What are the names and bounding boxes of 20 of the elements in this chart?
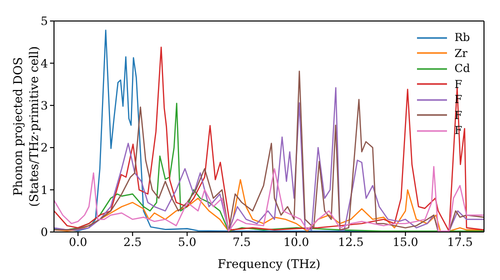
x-axis-title: Frequency (THz): [218, 257, 320, 271]
legend-label: Cd: [454, 61, 470, 76]
y-tick-label: 4: [40, 56, 48, 70]
x-tick-label: 2.5: [123, 235, 142, 250]
y-tick-label: 1: [40, 182, 48, 197]
x-tick-label: 0.0: [68, 235, 88, 250]
x-tick-label: 17.5: [447, 235, 473, 250]
x-tick-label: 7.5: [232, 235, 251, 250]
x-tick-label: 5.0: [178, 235, 196, 250]
y-tick-label: 2: [40, 140, 48, 155]
y-tick-label: 0: [40, 225, 48, 240]
x-tick-label: 10.0: [283, 235, 310, 250]
legend-label: Zr: [454, 46, 468, 61]
y-tick-label: 5: [40, 14, 48, 28]
legend-label: Rb: [454, 30, 470, 46]
x-tick-label: 12.5: [338, 235, 364, 250]
y-axis-title: Phonon projected DOS (States/THz·primitive cell): [11, 46, 41, 207]
legend-label: F: [454, 76, 462, 92]
x-tick-label: 15.0: [392, 235, 418, 250]
y-tick-label: 3: [40, 98, 48, 112]
